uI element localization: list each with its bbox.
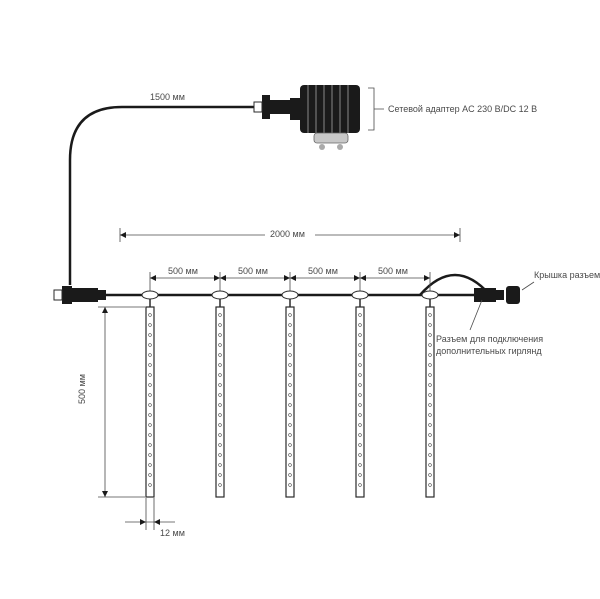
right-end bbox=[420, 275, 520, 304]
power-cable bbox=[70, 107, 270, 285]
adapter-label: Сетевой адаптер AC 230 В/DC 12 В bbox=[388, 104, 537, 114]
dim-top-cable: 1500 мм bbox=[150, 92, 185, 102]
cap-label-l1: Крышка разъема bbox=[534, 270, 600, 280]
svg-text:500 мм: 500 мм bbox=[378, 266, 408, 276]
extra-label-l1: Разъем для подключения bbox=[436, 334, 543, 344]
power-adapter bbox=[290, 85, 360, 150]
extra-leader bbox=[470, 300, 482, 330]
dim-height: 500 мм bbox=[77, 307, 145, 497]
svg-text:2000 мм: 2000 мм bbox=[270, 229, 305, 239]
dim-width: 12 мм bbox=[125, 498, 185, 538]
svg-text:12 мм: 12 мм bbox=[160, 528, 185, 538]
diagram-canvas: Сетевой адаптер AC 230 В/DC 12 В 1500 мм… bbox=[0, 0, 600, 599]
cable-plug bbox=[254, 95, 290, 119]
extra-label-l2: дополнительных гирлянд bbox=[436, 346, 542, 356]
led-tubes bbox=[142, 291, 438, 497]
dim-overall: 2000 мм bbox=[120, 226, 460, 242]
cap-leader bbox=[522, 282, 534, 290]
svg-text:500 мм: 500 мм bbox=[77, 374, 87, 404]
left-connector bbox=[54, 286, 106, 304]
adapter-bracket bbox=[368, 88, 384, 130]
svg-text:500 мм: 500 мм bbox=[308, 266, 338, 276]
svg-text:500 мм: 500 мм bbox=[168, 266, 198, 276]
svg-text:500 мм: 500 мм bbox=[238, 266, 268, 276]
